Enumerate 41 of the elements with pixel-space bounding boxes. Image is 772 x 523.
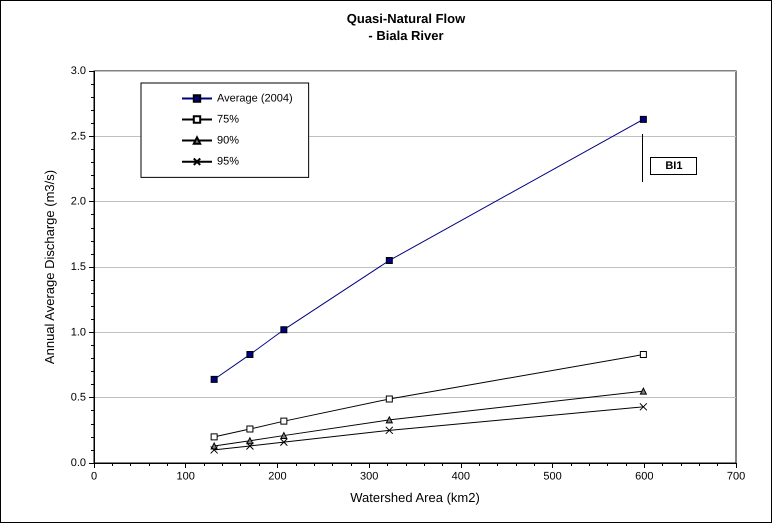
- point: [640, 116, 647, 123]
- y-tick-label: 1.0: [70, 326, 86, 338]
- x-tick-label: 300: [360, 470, 378, 482]
- point: [246, 426, 254, 433]
- x-tick-label: 0: [90, 470, 98, 482]
- x-tick-label: 400: [452, 470, 470, 482]
- annotation: BI1: [650, 157, 698, 176]
- y-tick-label: 2.5: [70, 130, 86, 142]
- point: [385, 426, 394, 434]
- y-tick-label: 0.0: [70, 457, 86, 469]
- point: [640, 351, 647, 358]
- point: [210, 376, 218, 383]
- legend-label: 90%: [217, 134, 240, 146]
- point: [246, 351, 254, 358]
- x-tick-label: 200: [268, 470, 287, 482]
- x-tick-label: 500: [543, 470, 562, 482]
- x-tick-label: 600: [635, 470, 654, 482]
- legend-label: Average (2004): [217, 92, 293, 104]
- point: [386, 256, 393, 264]
- point: [280, 438, 288, 446]
- point: [210, 433, 218, 440]
- x-tick-label: 700: [726, 470, 746, 482]
- y-tick-label: 2.0: [70, 196, 86, 208]
- point: [280, 432, 288, 440]
- y-tick-label: 1.5: [70, 261, 86, 273]
- chart-title: Quasi-Natural Flow - Biala River: [346, 11, 466, 43]
- y-tick-label: 0.5: [70, 392, 86, 404]
- x-tick-label: 100: [176, 470, 195, 482]
- point: [280, 418, 288, 425]
- point: [639, 402, 648, 411]
- y-tick-label: 3.0: [70, 65, 86, 77]
- point: [210, 446, 218, 454]
- x-axis-title: Watershed Area (km2): [350, 490, 480, 505]
- y-axis-title: Annual Average Discharge (m3/s): [42, 170, 57, 364]
- point: [386, 416, 393, 424]
- legend-label: 95%: [217, 156, 240, 168]
- legend-label: 75%: [217, 114, 240, 126]
- point: [280, 326, 288, 334]
- point: [246, 442, 254, 450]
- point: [386, 395, 393, 402]
- point: [640, 388, 647, 395]
